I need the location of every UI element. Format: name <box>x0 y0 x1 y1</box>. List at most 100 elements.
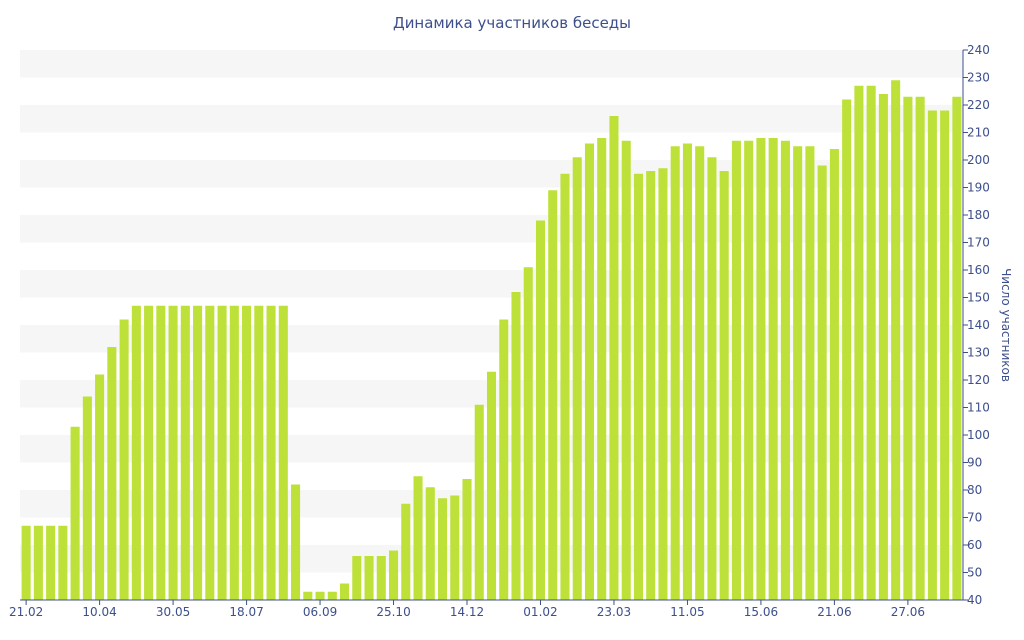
bar <box>609 116 619 600</box>
bar <box>915 96 925 600</box>
y-tick-label: 90 <box>967 456 982 470</box>
y-tick-label: 200 <box>967 153 990 167</box>
bar <box>340 583 350 600</box>
bar <box>584 143 594 600</box>
y-tick-label: 60 <box>967 538 982 552</box>
bars <box>21 80 962 600</box>
y-tick-label: 190 <box>967 181 990 195</box>
x-tick-label: 01.02 <box>523 605 557 619</box>
x-tick-label: 11.05 <box>670 605 704 619</box>
bar <box>413 476 423 600</box>
x-tick-label: 15.06 <box>744 605 778 619</box>
bar <box>719 171 729 600</box>
bar <box>878 94 888 600</box>
bar <box>805 146 815 600</box>
x-tick-label: 21.02 <box>9 605 43 619</box>
x-tick-label: 25.10 <box>376 605 410 619</box>
bar <box>278 305 288 600</box>
y-tick-label: 140 <box>967 318 990 332</box>
y-axis-title: Число участников <box>999 268 1013 382</box>
bar <box>842 99 852 600</box>
bar <box>315 591 325 600</box>
y-tick-label: 80 <box>967 483 982 497</box>
bar <box>658 168 668 600</box>
bar <box>854 85 864 600</box>
bar <box>707 157 717 600</box>
bar <box>266 305 276 600</box>
bar <box>499 319 509 600</box>
bar <box>70 426 80 600</box>
y-tick-label: 70 <box>967 511 982 525</box>
bar <box>511 292 521 600</box>
bar <box>168 305 178 600</box>
bar <box>633 173 643 600</box>
x-axis-ticks: 21.02 10.04 30.05 18.07 06.09 25.10 14.12 01.02… <box>9 600 925 619</box>
bar <box>560 173 570 600</box>
y-tick-label: 50 <box>967 566 982 580</box>
y-tick-label: 220 <box>967 98 990 112</box>
bar <box>780 140 790 600</box>
bar <box>95 374 105 600</box>
bar <box>144 305 154 600</box>
y-tick-label: 210 <box>967 126 990 140</box>
x-tick-label: 10.04 <box>82 605 116 619</box>
bar <box>119 319 129 600</box>
bar <box>254 305 264 600</box>
bar <box>474 404 484 600</box>
bar <box>695 146 705 600</box>
y-tick-label: 160 <box>967 263 990 277</box>
bar <box>597 138 607 600</box>
bar <box>756 138 766 600</box>
y-tick-label: 110 <box>967 401 990 415</box>
bar <box>193 305 203 600</box>
x-tick-label: 06.09 <box>303 605 337 619</box>
bar <box>952 96 962 600</box>
y-tick-label: 240 <box>967 43 990 57</box>
bar <box>829 149 839 600</box>
bar <box>291 484 301 600</box>
bar <box>548 190 558 600</box>
bar <box>303 591 313 600</box>
y-tick-label: 130 <box>967 346 990 360</box>
y-tick-label: 120 <box>967 373 990 387</box>
bar <box>205 305 215 600</box>
bar <box>903 96 913 600</box>
bar <box>535 220 546 600</box>
bar <box>156 305 166 600</box>
bar <box>793 146 803 600</box>
bar <box>46 525 56 600</box>
bar <box>388 550 399 600</box>
bar <box>437 498 448 600</box>
bar <box>180 305 190 600</box>
bar <box>131 305 141 600</box>
y-axis-ticks: 40 50 60 70 80 90 100 110 120 130 140 150 160 170 180 1… <box>963 43 990 607</box>
y-tick-label: 170 <box>967 236 990 250</box>
bar <box>768 138 778 600</box>
y-tick-label: 230 <box>967 71 990 85</box>
bar <box>229 305 239 600</box>
y-tick-label: 40 <box>967 593 982 607</box>
bar <box>866 85 876 600</box>
bar <box>217 305 227 600</box>
bar <box>352 556 362 600</box>
bar <box>572 157 582 600</box>
bar <box>731 140 741 600</box>
bar <box>107 347 117 600</box>
y-tick-label: 100 <box>967 428 990 442</box>
bar <box>376 556 386 600</box>
x-tick-label: 30.05 <box>156 605 190 619</box>
bar <box>744 140 754 600</box>
bar <box>682 143 692 600</box>
bar <box>621 140 631 600</box>
bar <box>450 495 460 600</box>
bar <box>364 556 374 600</box>
background-band <box>20 50 963 78</box>
bar <box>646 171 656 600</box>
x-tick-label: 18.07 <box>229 605 263 619</box>
chart-title: Динамика участников беседы <box>393 14 631 32</box>
bar <box>670 146 680 600</box>
y-tick-label: 180 <box>967 208 990 222</box>
bar <box>327 591 337 600</box>
bar <box>401 503 411 600</box>
